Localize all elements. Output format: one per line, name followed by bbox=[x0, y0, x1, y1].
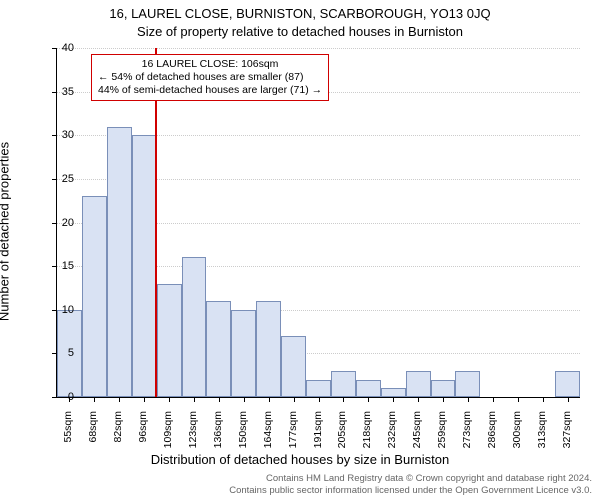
ytick-label: 30 bbox=[62, 129, 74, 141]
xtick-label: 286sqm bbox=[486, 411, 498, 451]
xtick-mark bbox=[244, 397, 245, 402]
xtick-mark bbox=[468, 397, 469, 402]
chart-container: 16, LAUREL CLOSE, BURNISTON, SCARBOROUGH… bbox=[0, 0, 600, 500]
xtick-mark bbox=[568, 397, 569, 402]
annotation-line2: ← 54% of detached houses are smaller (87… bbox=[98, 71, 322, 84]
histogram-bar bbox=[82, 196, 107, 397]
xtick-mark bbox=[393, 397, 394, 402]
histogram-bar bbox=[381, 388, 406, 397]
histogram-bar bbox=[157, 284, 182, 397]
xtick-mark bbox=[319, 397, 320, 402]
xtick-label: 259sqm bbox=[436, 411, 448, 451]
xtick-label: 82sqm bbox=[112, 411, 124, 451]
annotation-line1: 16 LAUREL CLOSE: 106sqm bbox=[98, 58, 322, 71]
xtick-mark bbox=[219, 397, 220, 402]
histogram-bar bbox=[331, 371, 356, 397]
xtick-label: 191sqm bbox=[312, 411, 324, 451]
xtick-label: 68sqm bbox=[87, 411, 99, 451]
ytick-mark bbox=[52, 397, 57, 398]
ytick-mark bbox=[52, 48, 57, 49]
xtick-label: 109sqm bbox=[162, 411, 174, 451]
histogram-bar bbox=[356, 380, 381, 397]
ytick-mark bbox=[52, 179, 57, 180]
ytick-label: 35 bbox=[62, 86, 74, 98]
xtick-label: 164sqm bbox=[262, 411, 274, 451]
annotation-line3: 44% of semi-detached houses are larger (… bbox=[98, 84, 322, 97]
chart-title-address: 16, LAUREL CLOSE, BURNISTON, SCARBOROUGH… bbox=[0, 6, 600, 21]
histogram-bar bbox=[555, 371, 580, 397]
histogram-bar bbox=[281, 336, 306, 397]
xtick-label: 136sqm bbox=[212, 411, 224, 451]
footer-credits: Contains HM Land Registry data © Crown c… bbox=[229, 473, 592, 496]
gridline bbox=[57, 48, 580, 49]
annotation-box: 16 LAUREL CLOSE: 106sqm ← 54% of detache… bbox=[91, 54, 329, 101]
xtick-label: 205sqm bbox=[336, 411, 348, 451]
xtick-mark bbox=[169, 397, 170, 402]
histogram-bar bbox=[256, 301, 281, 397]
histogram-bar bbox=[306, 380, 331, 397]
ytick-mark bbox=[52, 223, 57, 224]
xtick-mark bbox=[119, 397, 120, 402]
ytick-label: 15 bbox=[62, 260, 74, 272]
xtick-label: 327sqm bbox=[561, 411, 573, 451]
xtick-mark bbox=[418, 397, 419, 402]
histogram-bar bbox=[406, 371, 431, 397]
xtick-mark bbox=[94, 397, 95, 402]
xtick-label: 313sqm bbox=[536, 411, 548, 451]
ytick-mark bbox=[52, 92, 57, 93]
xtick-label: 123sqm bbox=[187, 411, 199, 451]
ytick-mark bbox=[52, 266, 57, 267]
xtick-mark bbox=[194, 397, 195, 402]
xtick-mark bbox=[493, 397, 494, 402]
ytick-label: 5 bbox=[68, 347, 74, 359]
histogram-bar bbox=[206, 301, 231, 397]
ytick-mark bbox=[52, 135, 57, 136]
xtick-mark bbox=[518, 397, 519, 402]
y-axis-label: Number of detached properties bbox=[0, 142, 12, 321]
xtick-label: 55sqm bbox=[62, 411, 74, 451]
xtick-label: 218sqm bbox=[361, 411, 373, 451]
ytick-label: 10 bbox=[62, 304, 74, 316]
x-axis-label: Distribution of detached houses by size … bbox=[0, 452, 600, 467]
xtick-mark bbox=[269, 397, 270, 402]
chart-title-desc: Size of property relative to detached ho… bbox=[0, 24, 600, 39]
footer-line1: Contains HM Land Registry data © Crown c… bbox=[229, 473, 592, 484]
histogram-bar bbox=[107, 127, 132, 397]
ytick-label: 40 bbox=[62, 42, 74, 54]
histogram-bar bbox=[431, 380, 456, 397]
xtick-label: 96sqm bbox=[137, 411, 149, 451]
xtick-mark bbox=[294, 397, 295, 402]
xtick-mark bbox=[543, 397, 544, 402]
xtick-label: 273sqm bbox=[461, 411, 473, 451]
plot-area: 16 LAUREL CLOSE: 106sqm ← 54% of detache… bbox=[56, 48, 580, 398]
histogram-bar bbox=[455, 371, 480, 397]
xtick-mark bbox=[343, 397, 344, 402]
histogram-bar bbox=[132, 135, 157, 397]
ytick-label: 20 bbox=[62, 217, 74, 229]
xtick-label: 177sqm bbox=[287, 411, 299, 451]
xtick-label: 150sqm bbox=[237, 411, 249, 451]
footer-line2: Contains public sector information licen… bbox=[229, 485, 592, 496]
xtick-mark bbox=[443, 397, 444, 402]
xtick-mark bbox=[368, 397, 369, 402]
ytick-label: 0 bbox=[68, 391, 74, 403]
xtick-label: 245sqm bbox=[411, 411, 423, 451]
xtick-label: 300sqm bbox=[511, 411, 523, 451]
histogram-bar bbox=[231, 310, 256, 397]
ytick-label: 25 bbox=[62, 173, 74, 185]
xtick-label: 232sqm bbox=[386, 411, 398, 451]
histogram-bar bbox=[182, 257, 207, 397]
xtick-mark bbox=[144, 397, 145, 402]
